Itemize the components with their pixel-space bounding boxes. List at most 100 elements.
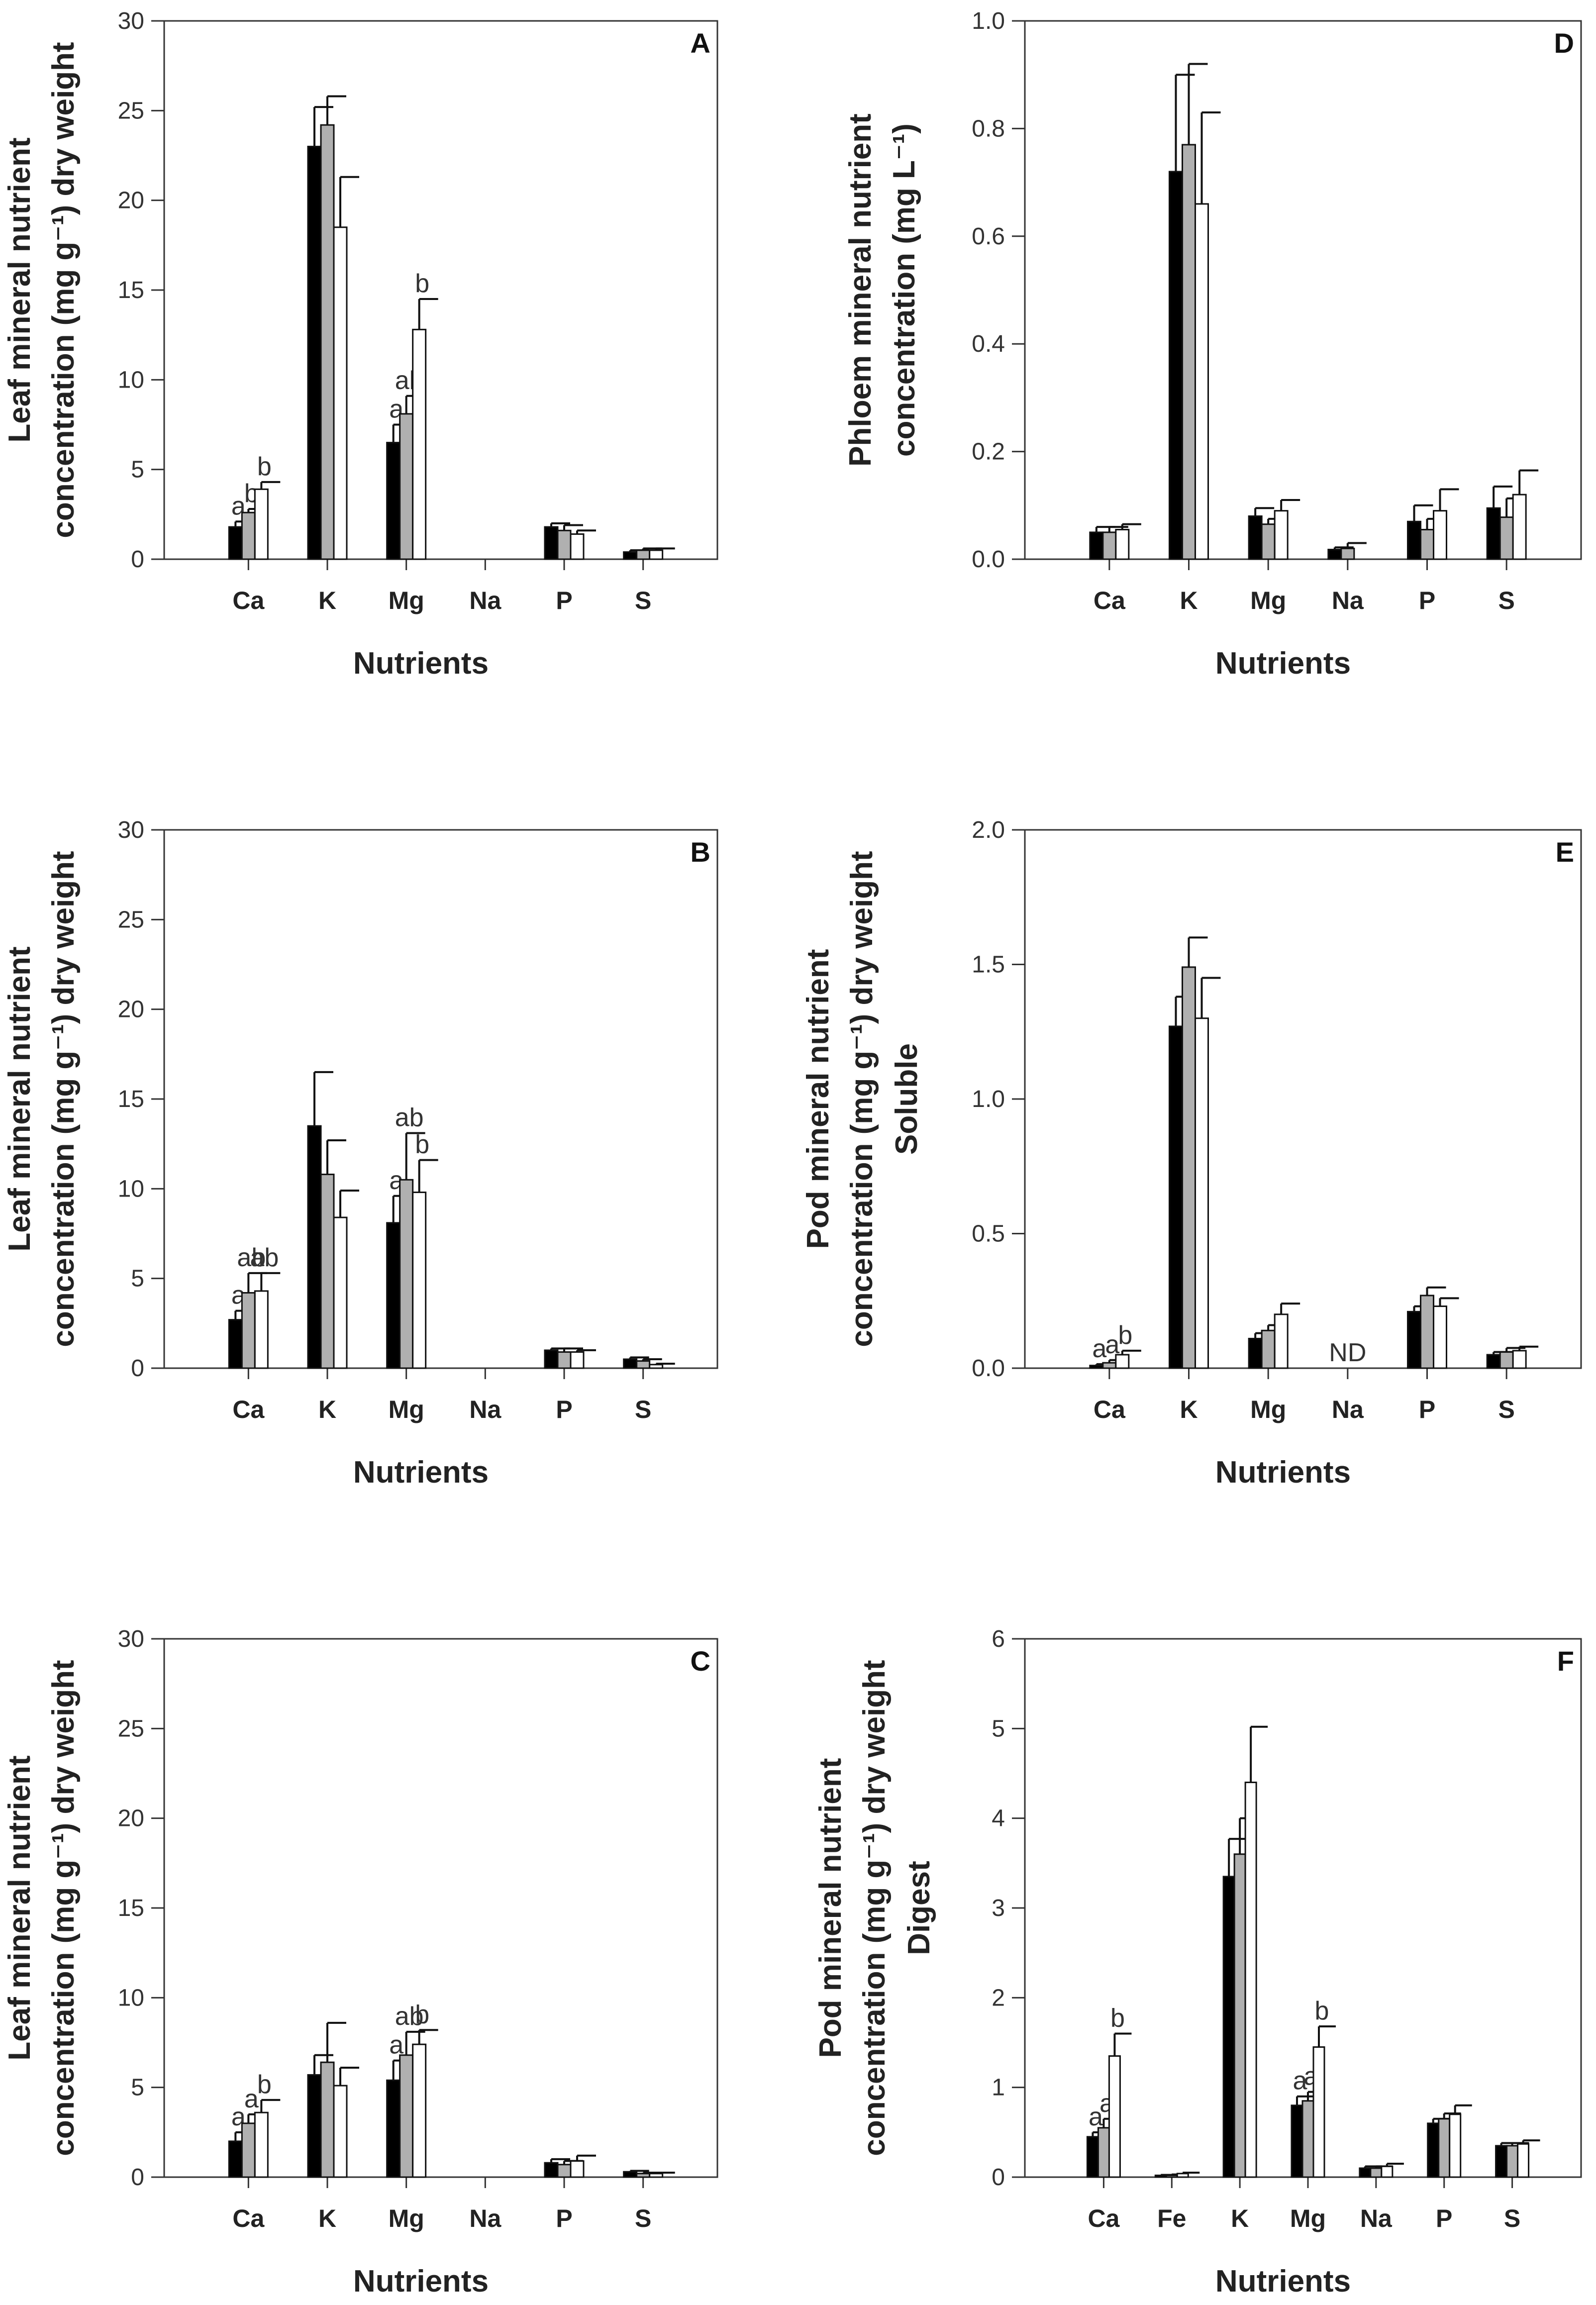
- significance-letter: b: [415, 1130, 429, 1159]
- y-tick-label: 25: [118, 906, 144, 933]
- y-tick-label: 6: [992, 1626, 1005, 1652]
- bar-ca-2: [1102, 531, 1117, 560]
- y-axis-label: Digest: [902, 1861, 936, 1955]
- bar-ca-2: [241, 1292, 256, 1369]
- y-axis-label: Pod mineral nutrient: [801, 949, 835, 1249]
- significance-letter: a: [1089, 2103, 1103, 2131]
- bar-s-2: [636, 2173, 651, 2178]
- significance-letter: b: [415, 269, 429, 298]
- bar-fe-2: [1165, 2174, 1178, 2178]
- bar-ca-1: [1089, 1365, 1104, 1369]
- bar-p-1: [544, 2162, 559, 2178]
- bar-k-2: [320, 124, 335, 560]
- y-tick-label: 2: [992, 1985, 1005, 2011]
- y-tick-label: 0: [131, 546, 144, 573]
- y-tick-label: 0.6: [972, 223, 1005, 250]
- x-category-label: Mg: [389, 1396, 424, 1423]
- x-category-label: S: [1498, 1396, 1514, 1423]
- not-detected-label: ND: [1329, 1338, 1366, 1367]
- x-category-label: Ca: [1088, 2205, 1120, 2232]
- bar-p-2: [1438, 2118, 1451, 2178]
- bar-mg-2: [399, 2054, 414, 2178]
- bar-k-2: [1182, 144, 1196, 560]
- bar-na-1: [1359, 2167, 1372, 2178]
- bar-mg-3: [1274, 510, 1289, 560]
- bar-p-2: [1420, 1295, 1434, 1369]
- bar-mg-3: [412, 2043, 427, 2178]
- y-axis-label: concentration (mg g⁻¹) dry weight: [46, 851, 81, 1347]
- bar-s-1: [623, 2171, 638, 2178]
- bar-mg-3: [1274, 1313, 1289, 1369]
- bar-mg-2: [399, 413, 414, 560]
- x-category-label: Ca: [232, 587, 265, 614]
- y-tick-label: 1: [992, 2075, 1005, 2101]
- bar-k-1: [307, 2074, 322, 2178]
- x-category-label: Mg: [389, 587, 424, 614]
- bar-na-1: [1327, 549, 1342, 560]
- y-tick-label: 20: [118, 188, 144, 214]
- panel-letter: D: [1554, 27, 1574, 59]
- x-category-label: P: [556, 587, 572, 614]
- y-tick-label: 0.2: [972, 439, 1005, 465]
- y-tick-label: 0.0: [972, 546, 1005, 573]
- bar-mg-1: [386, 442, 401, 560]
- significance-letter: b: [415, 2000, 429, 2029]
- x-category-label: S: [1498, 587, 1514, 614]
- bar-s-3: [649, 1364, 664, 1369]
- x-category-label: S: [635, 587, 651, 614]
- bar-mg-2: [1301, 2100, 1314, 2178]
- bar-s-3: [649, 2173, 664, 2178]
- significance-letter: b: [257, 452, 272, 481]
- bar-s-2: [1499, 516, 1514, 560]
- bar-s-2: [1506, 2145, 1519, 2178]
- x-axis-label: Nutrients: [1215, 646, 1351, 681]
- x-axis-label: Nutrients: [353, 1455, 489, 1490]
- y-tick-label: 0: [992, 2164, 1005, 2191]
- y-tick-label: 25: [118, 1715, 144, 1742]
- significance-letter: a: [1092, 1334, 1106, 1363]
- bar-s-3: [649, 549, 664, 560]
- x-category-label: Na: [1360, 2205, 1393, 2232]
- significance-letter: b: [1315, 1997, 1329, 2025]
- bar-s-1: [623, 551, 638, 560]
- bar-p-1: [1407, 1310, 1421, 1369]
- x-category-label: Mg: [1250, 1396, 1286, 1423]
- y-tick-label: 15: [118, 277, 144, 303]
- bar-p-1: [1407, 520, 1421, 560]
- bar-k-2: [320, 1173, 335, 1369]
- x-category-label: Na: [1332, 1396, 1364, 1423]
- x-category-label: Ca: [1094, 587, 1126, 614]
- x-category-label: Mg: [1290, 2205, 1326, 2232]
- bar-ca-1: [228, 2140, 243, 2178]
- y-axis-label: Phloem mineral nutrient: [843, 113, 878, 467]
- x-axis-label: Nutrients: [1215, 1455, 1351, 1490]
- y-axis-label: Soluble: [890, 1043, 924, 1155]
- x-category-label: P: [556, 2205, 572, 2232]
- x-category-label: Na: [469, 587, 501, 614]
- panel-letter: B: [691, 836, 710, 868]
- bar-k-3: [1195, 1017, 1209, 1369]
- bar-p-3: [570, 533, 585, 560]
- bar-p-3: [1433, 510, 1447, 560]
- significance-letter: ab: [395, 1103, 424, 1132]
- bar-ca-3: [254, 488, 269, 560]
- bar-k-1: [307, 1125, 322, 1369]
- y-tick-label: 30: [118, 1626, 144, 1652]
- bar-na-3: [1381, 2165, 1394, 2178]
- y-axis-label: concentration (mg g⁻¹) dry weight: [46, 1660, 81, 2156]
- y-tick-label: 2.0: [972, 817, 1005, 843]
- x-category-label: Mg: [389, 2205, 424, 2232]
- y-axis-label: Leaf mineral nutrient: [2, 1755, 37, 2060]
- bar-ca-1: [228, 1319, 243, 1369]
- x-category-label: Ca: [232, 2205, 265, 2232]
- bar-mg-3: [1312, 2046, 1325, 2178]
- bar-k-1: [1169, 1025, 1183, 1369]
- bar-p-3: [1449, 2113, 1462, 2178]
- bar-s-1: [623, 1358, 638, 1369]
- bar-s-1: [1486, 507, 1501, 560]
- x-category-label: K: [1180, 1396, 1197, 1423]
- y-tick-label: 5: [131, 457, 144, 483]
